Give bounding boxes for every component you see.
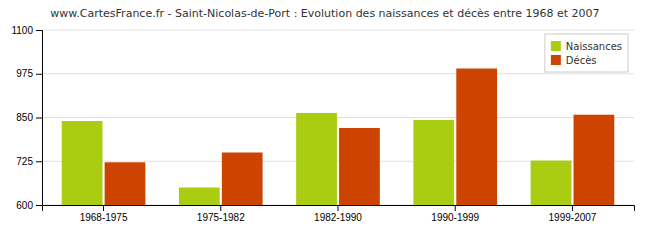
y-tick: 850	[16, 112, 42, 123]
y-tick-label: 725	[16, 156, 33, 167]
legend-label: Naissances	[566, 41, 622, 52]
x-tick-mark	[220, 205, 221, 211]
legend: Naissances Décès	[545, 34, 628, 72]
bar	[574, 115, 615, 205]
x-tick-mark	[455, 205, 456, 211]
y-axis: 600 725 850 975 1100	[11, 25, 42, 211]
y-axis-line	[36, 31, 43, 206]
bar	[531, 161, 572, 205]
y-tick: 1100	[11, 25, 42, 36]
x-tick-label: 1982-1990	[314, 212, 362, 223]
x-axis: 1968-1975 1975-1982 1982-1990 1990-1999 1999…	[43, 205, 635, 223]
x-tick: 1975-1982	[197, 205, 245, 223]
x-tick-label: 1990-1999	[431, 212, 479, 223]
x-tick-label: 1999-2007	[549, 212, 597, 223]
x-tick: 1968-1975	[80, 205, 128, 223]
bar	[222, 153, 263, 206]
series	[105, 69, 615, 206]
bar	[413, 120, 454, 205]
bar	[296, 113, 337, 205]
bar	[62, 121, 103, 205]
legend-swatch	[551, 55, 561, 65]
bar	[105, 162, 146, 205]
y-tick-mark	[36, 161, 42, 162]
y-tick: 975	[16, 68, 42, 79]
grid	[42, 30, 634, 205]
grid-line	[42, 30, 634, 31]
x-axis-line	[43, 206, 635, 212]
x-tick: 1990-1999	[431, 205, 479, 223]
plot: 600 725 850 975 1100 1968-1975 1975-1982 1982-1…	[11, 25, 634, 223]
y-tick-mark	[36, 205, 42, 206]
y-tick-mark	[36, 30, 42, 31]
legend-item: Naissances	[551, 41, 622, 52]
title: www.CartesFrance.fr - Saint-Nicolas-de-P…	[50, 7, 599, 20]
x-tick-mark	[338, 205, 339, 211]
legend-box	[545, 34, 628, 72]
y-tick: 600	[16, 200, 42, 211]
y-tick-label: 850	[16, 112, 33, 123]
grid-line	[42, 73, 634, 74]
legend-label: Décès	[566, 55, 597, 66]
y-tick-label: 600	[16, 200, 33, 211]
legend-item: Décès	[551, 55, 597, 66]
grid-line	[42, 117, 634, 118]
x-tick-mark	[572, 205, 573, 211]
y-tick: 725	[16, 156, 42, 167]
y-tick-mark	[36, 74, 42, 75]
chart: www.CartesFrance.fr - Saint-Nicolas-de-P…	[0, 0, 650, 229]
legend-swatch	[551, 41, 561, 51]
x-tick-mark	[103, 205, 104, 211]
bar	[339, 128, 380, 205]
x-tick: 1982-1990	[314, 205, 362, 223]
y-tick-label: 1100	[11, 25, 33, 36]
bars	[62, 69, 615, 206]
x-tick-label: 1975-1982	[197, 212, 245, 223]
bar	[179, 188, 220, 206]
y-tick-mark	[36, 118, 42, 119]
y-tick-label: 975	[16, 68, 33, 79]
x-tick: 1999-2007	[549, 205, 597, 223]
bar	[456, 69, 497, 206]
x-tick-label: 1968-1975	[80, 212, 128, 223]
